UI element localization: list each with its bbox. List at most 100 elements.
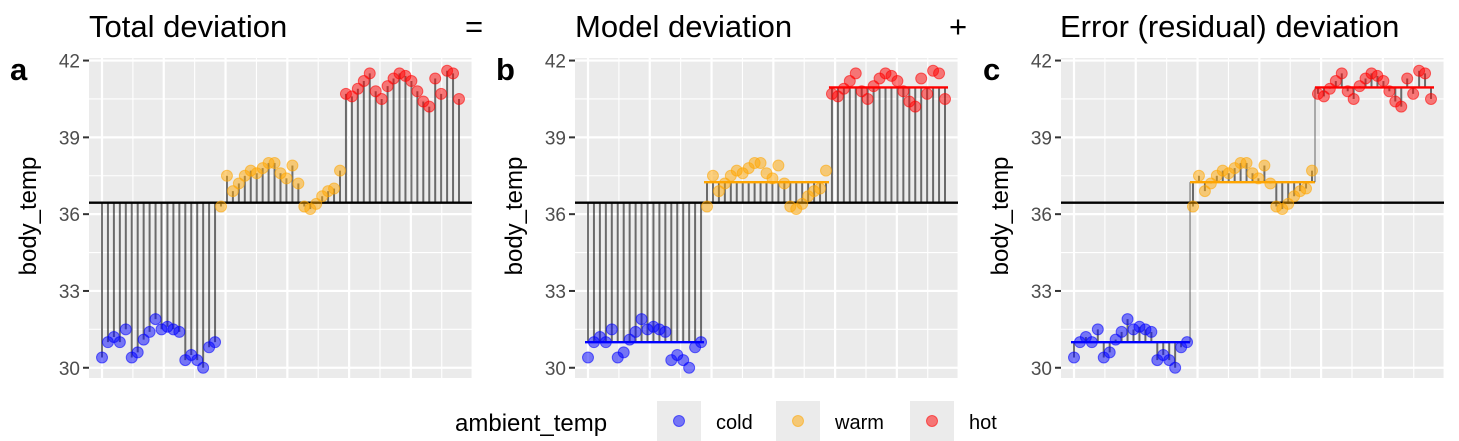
- point-cold: [143, 325, 156, 338]
- legend-label-warm: warm: [834, 412, 884, 434]
- point-cold: [1068, 351, 1080, 364]
- point-hot: [939, 92, 951, 105]
- panel-tag-c: c: [983, 52, 1000, 87]
- panel-tag-a: a: [10, 52, 28, 87]
- point-cold: [149, 313, 162, 326]
- point-cold: [617, 346, 630, 359]
- point-hot: [909, 100, 922, 113]
- point-warm: [778, 177, 791, 190]
- y-tick-label: 42: [59, 52, 80, 73]
- point-hot: [921, 87, 934, 100]
- plus-sign: +: [949, 9, 967, 44]
- point-cold: [209, 336, 222, 349]
- point-warm: [1252, 172, 1265, 185]
- point-hot: [891, 75, 904, 88]
- y-tick-label: 39: [59, 128, 80, 149]
- point-warm: [1264, 177, 1277, 190]
- point-warm: [280, 172, 293, 185]
- point-warm: [820, 164, 832, 177]
- point-warm: [1240, 156, 1253, 169]
- point-hot: [1335, 67, 1348, 80]
- y-tick-label: 33: [59, 282, 80, 303]
- point-warm: [1187, 200, 1199, 213]
- panel-background: [1061, 58, 1444, 378]
- y-tick-label: 42: [1031, 52, 1052, 73]
- panel-tag-b: b: [496, 52, 515, 87]
- point-cold: [1091, 323, 1104, 336]
- point-hot: [375, 92, 388, 105]
- point-warm: [814, 182, 827, 195]
- panel-model-deviation: 30 33 36 39 42: [545, 52, 960, 380]
- y-tick-label: 33: [1031, 282, 1052, 303]
- y-axis-label-b: body_temp: [501, 157, 528, 276]
- point-cold: [173, 325, 186, 338]
- point-warm: [1258, 159, 1271, 172]
- point-hot: [1419, 67, 1432, 80]
- y-tick-label: 39: [1031, 128, 1052, 149]
- point-hot: [405, 75, 418, 88]
- panel-total-deviation: 30 33 36 39 42: [59, 52, 474, 380]
- point-cold: [96, 351, 108, 364]
- legend-title: ambient_temp: [455, 410, 607, 437]
- panel-background: [89, 58, 472, 378]
- point-hot: [915, 72, 928, 85]
- point-warm: [268, 156, 281, 169]
- legend-dot-cold: [673, 415, 685, 427]
- point-hot: [849, 67, 862, 80]
- point-warm: [220, 169, 233, 182]
- point-warm: [754, 156, 767, 169]
- point-hot: [429, 72, 442, 85]
- point-hot: [861, 92, 874, 105]
- point-hot: [1377, 75, 1390, 88]
- point-cold: [1169, 361, 1182, 374]
- point-warm: [772, 159, 785, 172]
- legend-dot-hot: [926, 415, 938, 427]
- point-cold: [635, 313, 648, 326]
- point-hot: [423, 100, 436, 113]
- y-tick-label: 36: [1031, 205, 1052, 226]
- y-tick-label: 30: [1031, 359, 1052, 380]
- point-cold: [629, 325, 642, 338]
- point-cold: [599, 336, 612, 349]
- panel-background: [575, 58, 958, 378]
- point-cold: [683, 361, 696, 374]
- point-warm: [701, 200, 713, 213]
- point-warm: [328, 182, 341, 195]
- point-hot: [1401, 72, 1414, 85]
- legend-label-cold: cold: [716, 412, 753, 434]
- point-hot: [447, 67, 460, 80]
- point-cold: [131, 346, 144, 359]
- y-tick-label: 42: [545, 52, 566, 73]
- point-cold: [582, 351, 594, 364]
- point-cold: [1181, 336, 1194, 349]
- legend: ambient_temp cold warm hot: [455, 401, 997, 441]
- point-hot: [1425, 92, 1437, 105]
- point-cold: [1085, 336, 1098, 349]
- point-warm: [1300, 182, 1313, 195]
- point-hot: [411, 85, 424, 98]
- point-hot: [1383, 85, 1396, 98]
- point-hot: [1395, 100, 1408, 113]
- point-cold: [695, 336, 708, 349]
- point-cold: [659, 325, 672, 338]
- y-tick-label: 30: [59, 359, 80, 380]
- panel-error-deviation: 30 33 36 39 42: [1031, 52, 1446, 380]
- y-tick-label: 39: [545, 128, 566, 149]
- point-cold: [1115, 325, 1128, 338]
- legend-dot-warm: [792, 415, 804, 427]
- y-tick-label: 30: [545, 359, 566, 380]
- point-warm: [334, 164, 346, 177]
- point-warm: [292, 177, 305, 190]
- point-hot: [363, 67, 376, 80]
- title-error-deviation: Error (residual) deviation: [1060, 9, 1399, 44]
- y-axis-label-c: body_temp: [987, 157, 1014, 276]
- point-hot: [453, 92, 465, 105]
- y-axis-label-a: body_temp: [15, 157, 42, 276]
- point-hot: [897, 85, 910, 98]
- point-hot: [1407, 87, 1420, 100]
- point-hot: [435, 87, 448, 100]
- point-warm: [1306, 164, 1318, 177]
- y-tick-label: 36: [545, 205, 566, 226]
- point-warm: [286, 159, 299, 172]
